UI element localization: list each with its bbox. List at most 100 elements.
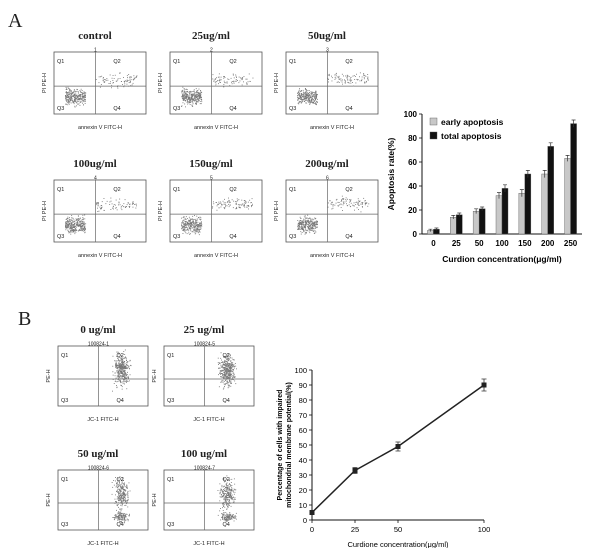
flow-plot-id: 1 xyxy=(94,48,97,54)
error-bar xyxy=(480,206,485,211)
quadrant-label: Q4 xyxy=(117,398,124,404)
bar xyxy=(541,173,548,235)
bar-y-tick-label: 80 xyxy=(408,134,417,143)
quadrant-label: Q3 xyxy=(173,234,180,240)
data-point xyxy=(395,444,401,449)
flow-y-axis-label: PI PE-H xyxy=(158,73,164,93)
panel-a-letter: A xyxy=(8,10,23,32)
series-line xyxy=(311,384,485,514)
quadrant-label: Q3 xyxy=(289,106,296,112)
error-bar xyxy=(519,189,524,197)
quadrant-label: Q1 xyxy=(289,187,296,193)
bar xyxy=(495,195,503,235)
error-bar xyxy=(565,155,570,162)
quadrant-label: Q1 xyxy=(61,477,68,483)
line-y-tick-label: 20 xyxy=(299,486,307,495)
flow-plot-title: 100 ug/ml xyxy=(180,448,228,460)
line-x-tick-label: 100 xyxy=(478,525,491,534)
quadrant-label: Q1 xyxy=(57,187,64,193)
flow-plot-id: 100824-5 xyxy=(194,342,215,348)
error-bar xyxy=(548,142,553,150)
quadrant-label: Q2 xyxy=(229,187,236,193)
flow-plot-id: 4 xyxy=(94,176,97,182)
error-bar xyxy=(428,228,433,232)
panel-b-letter: B xyxy=(18,308,32,330)
legend-label: early apoptosis xyxy=(441,117,504,127)
bar xyxy=(501,188,509,235)
flow-y-axis-label: PE-H xyxy=(152,493,158,506)
quadrant-label: Q1 xyxy=(167,477,174,483)
flow-y-axis-label: PI PE-H xyxy=(274,201,280,221)
legend-swatch xyxy=(429,117,438,126)
error-bar xyxy=(542,170,547,178)
flow-y-axis-label: PI PE-H xyxy=(274,73,280,93)
quadrant-label: Q3 xyxy=(61,522,68,528)
line-y-tick-label: 70 xyxy=(299,411,307,420)
flow-dots xyxy=(65,72,138,108)
flow-x-axis-label: annexin V FITC-H xyxy=(310,125,354,131)
bar xyxy=(518,192,526,235)
quadrant-label: Q3 xyxy=(167,522,174,528)
line-x-axis-label: Curdione concentration(μg/ml) xyxy=(347,540,449,548)
bar-x-tick-label: 25 xyxy=(452,239,461,248)
quadrant-label: Q1 xyxy=(173,187,180,193)
flow-plot-id: 5 xyxy=(210,176,213,182)
flow-y-axis-label: PE-H xyxy=(46,369,52,382)
line-y-tick-label: 10 xyxy=(299,501,307,510)
line-y-tick-label: 60 xyxy=(299,426,307,435)
error-bar xyxy=(503,184,507,192)
data-point xyxy=(481,382,487,388)
flow-plot: Q1 Q2 Q3 Q4 1 annexin V FITC-H PI PE-H xyxy=(42,48,147,131)
bar xyxy=(547,146,554,235)
flow-dots xyxy=(217,475,237,522)
quadrant-label: Q4 xyxy=(229,234,236,240)
data-point xyxy=(309,510,315,515)
error-bar xyxy=(434,227,439,231)
flow-plot-title: 150ug/ml xyxy=(189,158,233,170)
flow-plot: Q1 Q2 Q3 Q4 4 annexin V FITC-H PI PE-H xyxy=(42,176,147,259)
quadrant-label: Q2 xyxy=(117,477,124,483)
quadrant-label: Q2 xyxy=(345,187,352,193)
flow-plot-id: 3 xyxy=(326,48,329,54)
flow-y-axis-label: PI PE-H xyxy=(158,201,164,221)
flow-y-axis-label: PE-H xyxy=(152,369,158,382)
legend-swatch xyxy=(429,131,438,140)
line-y-tick-label: 100 xyxy=(294,366,307,375)
bar xyxy=(524,173,532,235)
bar-y-tick-label: 0 xyxy=(413,230,418,239)
quadrant-label: Q4 xyxy=(345,106,352,112)
bar-y-tick-label: 40 xyxy=(408,182,417,191)
flow-plot: Q1 Q2 Q3 Q4 6 annexin V FITC-H PI PE-H xyxy=(274,176,379,259)
flow-plot-title: 0 ug/ml xyxy=(80,324,116,336)
bar xyxy=(564,158,571,235)
error-bar xyxy=(497,192,501,199)
flow-dots xyxy=(297,72,369,106)
flow-x-axis-label: annexin V FITC-H xyxy=(78,125,122,131)
quadrant-label: Q2 xyxy=(113,187,120,193)
bar-y-tick-label: 60 xyxy=(408,158,417,167)
flow-dots xyxy=(111,476,131,524)
error-bar xyxy=(457,212,462,217)
quadrant-label: Q4 xyxy=(229,106,236,112)
flow-x-axis-label: JC-1 FITC-H xyxy=(87,417,118,423)
quadrant-label: Q3 xyxy=(289,234,296,240)
line-y-tick-label: 30 xyxy=(299,471,307,480)
bar-x-tick-label: 100 xyxy=(495,239,509,248)
line-x-tick-label: 0 xyxy=(310,525,314,534)
quadrant-label: Q4 xyxy=(117,522,124,528)
bar-y-tick-label: 100 xyxy=(404,110,418,119)
line-y-tick-label: 40 xyxy=(299,456,307,465)
flow-plot-title: 50 ug/ml xyxy=(77,448,119,460)
quadrant-label: Q3 xyxy=(61,398,68,404)
line-y-tick-label: 0 xyxy=(303,516,307,525)
flow-plot-id: 100824-1 xyxy=(88,342,109,348)
quadrant-label: Q3 xyxy=(57,106,64,112)
flow-plot: Q1 Q2 Q3 Q4 100824-1 JC-1 FITC-H PE-H xyxy=(46,342,149,423)
bar-y-tick-label: 20 xyxy=(408,206,417,215)
bar xyxy=(450,216,457,235)
flow-plot: Q1 Q2 Q3 Q4 2 annexin V FITC-H PI PE-H xyxy=(158,48,263,131)
flow-dots xyxy=(181,73,254,108)
quadrant-label: Q1 xyxy=(57,59,64,65)
flow-y-axis-label: PI PE-H xyxy=(42,201,48,221)
